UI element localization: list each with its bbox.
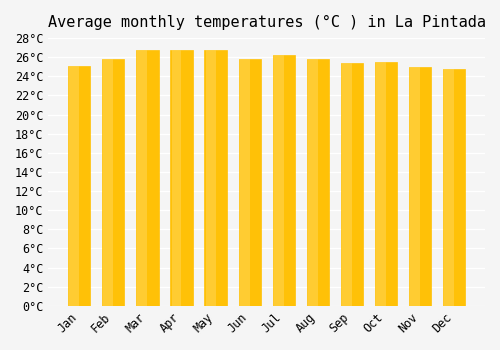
Bar [272, 55, 295, 306]
Bar [68, 66, 90, 306]
Bar [136, 50, 158, 306]
Bar [206, 50, 216, 306]
Bar [102, 59, 124, 306]
Bar [238, 59, 260, 306]
Bar [204, 50, 227, 306]
Bar [409, 67, 431, 306]
Bar [444, 69, 454, 306]
Bar [170, 50, 192, 306]
Bar [410, 67, 420, 306]
Bar [443, 69, 465, 306]
Bar [274, 55, 283, 306]
Bar [342, 63, 352, 306]
Bar [104, 59, 114, 306]
Bar [306, 59, 329, 306]
Bar [240, 59, 250, 306]
Bar [308, 59, 318, 306]
Bar [138, 50, 147, 306]
Title: Average monthly temperatures (°C ) in La Pintada: Average monthly temperatures (°C ) in La… [48, 15, 486, 30]
Bar [172, 50, 181, 306]
Bar [376, 62, 386, 306]
Bar [70, 66, 80, 306]
Bar [341, 63, 363, 306]
Bar [375, 62, 397, 306]
